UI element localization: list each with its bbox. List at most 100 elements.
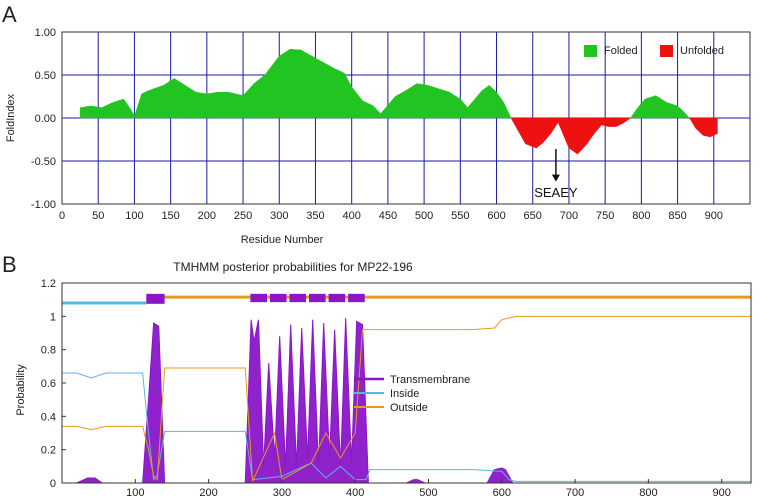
foldindex-area	[79, 48, 718, 155]
unfolded-area-segment	[586, 117, 595, 145]
unfolded-area-segment	[536, 117, 544, 149]
panel-a-label: A	[2, 2, 17, 27]
folded-area-segment	[344, 73, 352, 119]
folded-area-segment	[333, 67, 345, 119]
a-x-tick-label: 300	[270, 210, 288, 222]
seaey-arrowhead	[551, 174, 560, 182]
folded-area-segment	[427, 84, 439, 119]
unfolded-area-segment	[577, 117, 588, 155]
folded-area-segment	[228, 91, 244, 119]
topology-transmembrane-segment	[289, 293, 307, 303]
seaey-label: SEAEY	[534, 185, 578, 200]
folded-area-segment	[279, 48, 291, 119]
unfolded-area-segment	[550, 117, 559, 135]
b-y-tick-label: 0.2	[41, 445, 56, 457]
folded-area-segment	[503, 102, 512, 119]
folded-area-segment	[264, 55, 280, 119]
a-x-tick-label: 600	[487, 210, 505, 222]
b-y-tick-label: 0.6	[41, 378, 56, 390]
folded-area-segment	[394, 90, 407, 119]
a-x-tick-label: 350	[306, 210, 324, 222]
folded-area-segment	[644, 95, 657, 119]
topology-transmembrane-segment	[269, 293, 287, 303]
folded-area-segment	[666, 102, 678, 119]
unfolded-area-segment	[510, 117, 518, 130]
b-x-tick-label: 100	[126, 487, 144, 499]
legend-label-folded: Folded	[604, 45, 638, 57]
a-x-tick-label: 250	[234, 210, 252, 222]
unfolded-area-segment	[543, 117, 552, 143]
unfolded-area-segment	[557, 117, 570, 149]
tmhmm-y-axis-label: Probability	[15, 364, 27, 416]
unfolded-area-segment	[601, 117, 610, 127]
a-y-tick-label: -1.00	[31, 199, 56, 211]
legend-swatch-folded	[584, 45, 597, 57]
a-x-tick-label: 450	[379, 210, 397, 222]
folded-area-segment	[174, 77, 186, 119]
a-y-tick-label: 0.50	[35, 70, 56, 82]
folded-area-segment	[217, 91, 229, 119]
folded-area-segment	[184, 84, 197, 119]
folded-area-segment	[380, 104, 389, 119]
unfolded-area-segment	[568, 117, 578, 155]
b-y-tick-label: 1.2	[41, 278, 56, 290]
tmhmm-y-ticks: 0 0.2 0.4 0.6 0.8 1 1.2	[41, 278, 66, 490]
b-x-tick-label: 500	[419, 487, 437, 499]
a-x-tick-label: 100	[125, 210, 143, 222]
folded-area-segment	[253, 74, 266, 119]
folded-area-segment	[90, 105, 103, 119]
a-x-tick-label: 50	[92, 210, 104, 222]
foldindex-x-ticks: 0 50 100 150 200 250 300 350 400 450 500 550 600 650 7…	[59, 210, 723, 222]
folded-area-segment	[655, 95, 667, 119]
folded-area-segment	[112, 98, 124, 119]
topology-transmembrane-segment	[328, 293, 346, 303]
unfolded-area-segment	[525, 117, 537, 149]
folded-area-segment	[195, 91, 208, 119]
folded-area-segment	[79, 105, 92, 119]
unfolded-area-segment	[690, 117, 696, 130]
a-x-tick-label: 650	[524, 210, 542, 222]
a-x-tick-label: 850	[668, 210, 686, 222]
folded-area-segment	[474, 89, 483, 119]
a-x-tick-label: 900	[705, 210, 723, 222]
folded-area-segment	[101, 102, 113, 119]
b-x-tick-label: 800	[639, 487, 657, 499]
a-x-tick-label: 150	[161, 210, 179, 222]
a-x-tick-label: 550	[451, 210, 469, 222]
folded-area-segment	[449, 91, 461, 119]
a-x-tick-label: 750	[596, 210, 614, 222]
panel-b-label: B	[2, 252, 17, 277]
legend-label-outside: Outside	[390, 402, 428, 414]
folded-area-segment	[163, 77, 175, 119]
b-y-tick-label: 1	[50, 311, 56, 323]
unfolded-area-segment	[615, 117, 624, 127]
unfolded-area-segment	[702, 117, 711, 138]
folded-area-segment	[362, 100, 374, 119]
topology-transmembrane-segment	[348, 293, 365, 303]
folded-area-segment	[373, 105, 381, 119]
tmhmm-topology-bar	[62, 293, 751, 305]
series-inside	[62, 372, 751, 482]
folded-area-segment	[289, 48, 302, 119]
a-y-tick-label: -0.50	[31, 156, 56, 168]
legend-label-transmembrane: Transmembrane	[390, 374, 470, 386]
seaey-annotation: SEAEY	[534, 148, 578, 200]
unfolded-area-segment	[695, 117, 704, 136]
tmhmm-x-ticks: 100 200 300 400 500 600 700 800 900	[126, 479, 731, 499]
b-x-tick-label: 300	[273, 487, 291, 499]
foldindex-x-axis-label: Residue Number	[241, 234, 324, 246]
folded-area-segment	[311, 55, 323, 119]
folded-area-segment	[438, 88, 450, 119]
folded-area-segment	[630, 106, 638, 119]
folded-area-segment	[351, 86, 363, 119]
a-x-tick-label: 400	[343, 210, 361, 222]
a-x-tick-label: 700	[560, 210, 578, 222]
legend-swatch-unfolded	[660, 45, 673, 57]
b-y-tick-label: 0.8	[41, 345, 56, 357]
legend-label-unfolded: Unfolded	[680, 45, 724, 57]
a-x-tick-label: 200	[198, 210, 216, 222]
unfolded-area-segment	[594, 117, 602, 135]
folded-area-segment	[123, 98, 132, 119]
folded-area-segment	[242, 82, 255, 119]
